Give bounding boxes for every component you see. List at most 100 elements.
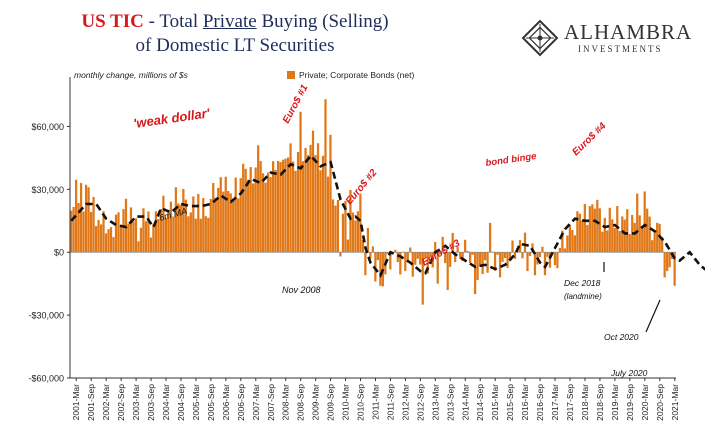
x-tick-label: 2013-Mar [430, 384, 440, 421]
bar [521, 252, 524, 259]
bar [192, 196, 195, 253]
bar [636, 193, 639, 253]
bar [72, 206, 75, 253]
bar [112, 237, 115, 253]
x-tick-label: 2004-Mar [161, 384, 171, 421]
bar [439, 252, 442, 255]
y-tick-label: -$60,000 [28, 374, 64, 384]
bar [124, 198, 128, 253]
bar [134, 218, 138, 253]
bar [626, 209, 629, 253]
bar [461, 252, 464, 261]
bar [661, 237, 664, 253]
annotation-label: (landmine) [564, 292, 602, 301]
x-tick-label: 2010-Mar [341, 384, 351, 421]
y-tick-label: $30,000 [31, 185, 64, 195]
annotation-label: Euro$ #1 [281, 83, 311, 126]
x-tick-label: 2005-Mar [191, 384, 201, 421]
bar [202, 198, 205, 253]
bar [419, 252, 422, 265]
bar [591, 204, 594, 253]
bar [496, 252, 499, 255]
bar [129, 207, 133, 253]
bar [478, 252, 482, 267]
bar [92, 197, 95, 253]
bar [276, 160, 280, 253]
bar [513, 252, 517, 259]
bar [446, 252, 449, 290]
legend-swatch [287, 71, 295, 79]
bar [389, 252, 392, 270]
bar [194, 218, 197, 253]
y-tick-label: $0 [54, 248, 64, 258]
bar [219, 177, 222, 253]
bar [316, 143, 320, 253]
legend-label: Private; Corporate Bonds (net) [299, 70, 414, 80]
bar [459, 252, 462, 259]
bar [414, 252, 417, 265]
annotation-label: Nov 2008 [282, 285, 321, 295]
bar [421, 252, 424, 305]
bar [214, 197, 217, 253]
bar [296, 152, 300, 253]
title-prefix: US TIC [81, 11, 144, 32]
bar [523, 232, 527, 253]
bar [546, 252, 549, 257]
x-tick-label: 2016-Sep [535, 384, 545, 421]
title-dash: - Total [143, 11, 203, 32]
x-tick-label: 2002-Sep [116, 384, 126, 421]
chart-title: US TIC - Total Private Buying (Selling) … [0, 10, 470, 58]
bar [396, 252, 399, 263]
bar [369, 252, 372, 259]
bar [204, 216, 207, 253]
annotation-label: Euro$ #4 [570, 121, 608, 159]
alhambra-logo: ALHAMBRA INVESTMENTS [516, 14, 696, 64]
bar [553, 252, 557, 266]
annotation-label: July 2020 [610, 368, 648, 378]
bar [571, 230, 574, 253]
bar [70, 210, 73, 253]
bar [309, 144, 312, 253]
bar [306, 155, 310, 253]
bar [601, 231, 604, 253]
bar [257, 145, 260, 253]
bar [411, 252, 414, 277]
bar [227, 191, 230, 253]
bar [326, 176, 330, 253]
bar [371, 246, 374, 253]
bar [247, 179, 250, 253]
bar [222, 191, 225, 253]
bar [104, 233, 108, 253]
bar [366, 227, 370, 253]
bar [84, 184, 88, 253]
bar [154, 211, 158, 253]
bar [224, 176, 227, 253]
x-tick-label: 2009-Mar [311, 384, 321, 421]
units-note: monthly change, millions of $s [74, 70, 189, 80]
bar [97, 219, 100, 253]
x-tick-label: 2001-Mar [71, 384, 81, 421]
x-tick-label: 2011-Sep [385, 384, 395, 421]
x-tick-label: 2020-Mar [640, 384, 650, 421]
bar [464, 239, 467, 253]
bar [321, 155, 325, 253]
x-tick-label: 2003-Sep [146, 384, 156, 421]
bar [269, 177, 272, 253]
bar [157, 218, 160, 253]
bar [638, 215, 641, 253]
bar [666, 252, 669, 272]
annotation-label: Oct 2020 [604, 332, 639, 342]
bar [518, 240, 522, 253]
bar [376, 252, 379, 261]
x-tick-label: 2007-Sep [266, 384, 276, 421]
bar [272, 161, 275, 253]
bar [628, 234, 631, 253]
bar [237, 198, 240, 253]
bar [406, 252, 409, 263]
bar [177, 203, 180, 253]
bar [259, 160, 262, 253]
bar [596, 199, 599, 253]
bar [249, 167, 252, 253]
bar [588, 206, 591, 253]
bar [486, 252, 489, 273]
